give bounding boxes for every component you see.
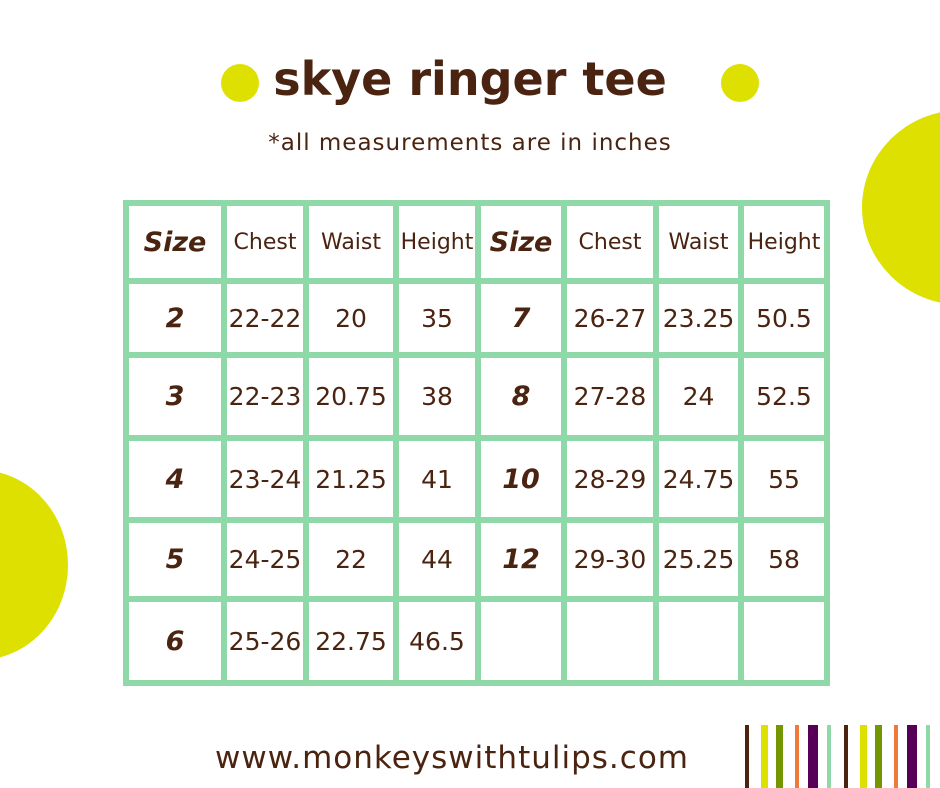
header-cell: Size — [129, 206, 227, 284]
measurement-cell: 55 — [744, 441, 830, 523]
size-cell: 12 — [481, 523, 567, 602]
measurement-cell — [744, 602, 830, 686]
size-table: Size Chest Waist Height Size Chest Waist Height… — [123, 200, 830, 686]
measurement-cell: 29-30 — [567, 523, 659, 602]
measurement-cell: 25-26 — [227, 602, 309, 686]
measurement-cell — [567, 602, 659, 686]
measurement-cell: 38 — [399, 358, 481, 441]
measurement-cell: 58 — [744, 523, 830, 602]
measurement-cell: 22-23 — [227, 358, 309, 441]
measurement-cell: 23.25 — [659, 284, 744, 358]
measurement-cell: 20 — [309, 284, 399, 358]
measurement-cell: 28-29 — [567, 441, 659, 523]
header-cell: Chest — [227, 206, 309, 284]
stripe — [926, 725, 930, 788]
stripe — [844, 725, 848, 788]
stripe — [808, 725, 818, 788]
measurement-cell: 22 — [309, 523, 399, 602]
measurement-cell: 24 — [659, 358, 744, 441]
measurement-cell: 50.5 — [744, 284, 830, 358]
measurement-cell: 24-25 — [227, 523, 309, 602]
header-cell: Waist — [309, 206, 399, 284]
stripe — [907, 725, 917, 788]
website-link[interactable]: www.monkeyswithtulips.com — [215, 740, 689, 776]
size-cell: 8 — [481, 358, 567, 441]
measurement-cell: 22-22 — [227, 284, 309, 358]
size-cell: 3 — [129, 358, 227, 441]
size-cell — [481, 602, 567, 686]
stripe — [761, 725, 768, 788]
yellow-blob-left — [0, 470, 68, 660]
measurement-cell: 20.75 — [309, 358, 399, 441]
size-cell: 6 — [129, 602, 227, 686]
size-cell: 7 — [481, 284, 567, 358]
stripe — [745, 725, 749, 788]
header-cell: Height — [399, 206, 481, 284]
measurement-cell: 25.25 — [659, 523, 744, 602]
measurement-cell: 44 — [399, 523, 481, 602]
size-cell: 5 — [129, 523, 227, 602]
stripe — [894, 725, 898, 788]
stripe — [860, 725, 867, 788]
page-title: skye ringer tee — [273, 52, 667, 106]
size-cell: 10 — [481, 441, 567, 523]
size-cell: 2 — [129, 284, 227, 358]
measurement-cell: 52.5 — [744, 358, 830, 441]
stripe — [875, 725, 882, 788]
measurement-cell: 41 — [399, 441, 481, 523]
header-cell: Chest — [567, 206, 659, 284]
measurement-cell: 22.75 — [309, 602, 399, 686]
header-cell: Size — [481, 206, 567, 284]
title-dot-right — [721, 64, 759, 102]
stripe — [827, 725, 831, 788]
measurement-cell: 27-28 — [567, 358, 659, 441]
size-cell: 4 — [129, 441, 227, 523]
header-cell: Waist — [659, 206, 744, 284]
measurement-cell: 23-24 — [227, 441, 309, 523]
title-dot-left — [221, 64, 259, 102]
subtitle: *all measurements are in inches — [268, 130, 672, 156]
stripe — [795, 725, 799, 788]
measurement-cell: 35 — [399, 284, 481, 358]
measurement-cell — [659, 602, 744, 686]
measurement-cell: 46.5 — [399, 602, 481, 686]
stripe — [776, 725, 783, 788]
measurement-cell: 24.75 — [659, 441, 744, 523]
measurement-cell: 26-27 — [567, 284, 659, 358]
measurement-cell: 21.25 — [309, 441, 399, 523]
header-cell: Height — [744, 206, 830, 284]
